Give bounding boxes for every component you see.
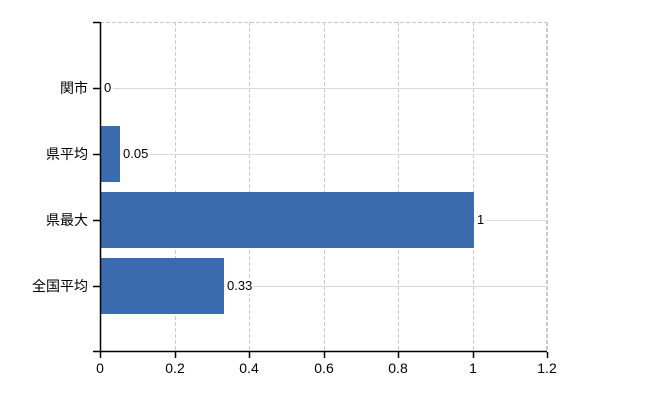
bar-3 [101,258,224,314]
category-label-2: 県最大 [46,212,88,228]
x-tick-label-1: 0.2 [165,360,185,376]
x-tick-label-2: 0.4 [239,360,259,376]
value-label-0: 0 [102,80,114,96]
category-label-0: 関市 [60,80,88,96]
value-label-1: 0.05 [121,146,151,162]
value-label-3: 0.33 [225,278,255,294]
category-label-1: 県平均 [46,146,88,162]
bar-2 [101,192,474,248]
value-label-2: 1 [475,212,487,228]
x-tick-label-5: 1 [469,360,477,376]
x-tick-label-0: 0 [96,360,104,376]
x-tick-label-6: 1.2 [537,360,557,376]
x-tick-label-4: 0.8 [388,360,408,376]
category-label-3: 全国平均 [32,278,88,294]
bar-1 [101,126,120,182]
x-tick-label-3: 0.6 [314,360,334,376]
